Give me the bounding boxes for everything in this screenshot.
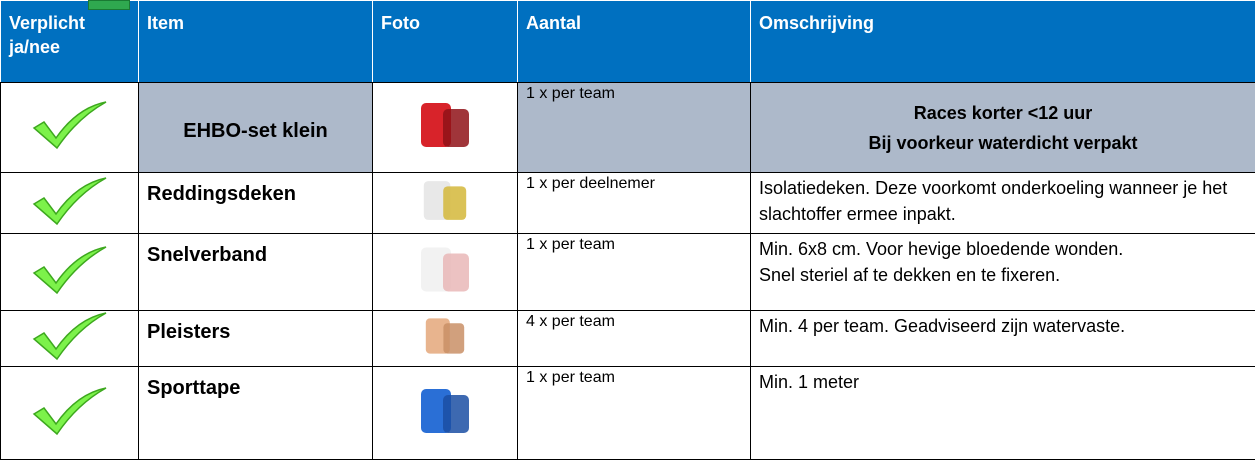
table-row: Snelverband 1 x per team Min. 6x8 cm. Voor… [1,234,1255,311]
checkmark-icon [30,348,110,365]
photo-icon [413,214,477,231]
amount-cell: 1 x per team [518,367,751,460]
header-cell: Aantal [518,1,751,83]
equipment-table: Verplicht ja/neeItemFotoAantalOmschrijvi… [0,0,1255,460]
description-cell: Min. 6x8 cm. Voor hevige bloedende wonde… [751,234,1255,311]
photo-icon [413,291,477,308]
page: Verplicht ja/neeItemFotoAantalOmschrijvi… [0,0,1255,459]
item-cell: Snelverband [139,234,373,311]
checkmark-icon [30,213,110,230]
amount-cell: 1 x per team [518,234,751,311]
photo-cell [373,83,518,173]
check-cell [1,311,139,367]
photo-icon [413,147,477,164]
checkmark-icon [30,137,110,154]
badge [88,0,130,10]
table-row: Sporttape 1 x per team Min. 1 meter [1,367,1255,460]
photo-icon [413,347,477,364]
photo-cell [373,234,518,311]
photo-cell [373,173,518,234]
check-cell [1,234,139,311]
description-line: Isolatiedeken. Deze voorkomt onderkoelin… [759,175,1247,227]
description-line: Min. 1 meter [759,369,1247,395]
amount-cell: 1 x per team [518,83,751,173]
description-line: Snel steriel af te dekken en te fixeren. [759,262,1247,288]
header-cell: Verplicht ja/nee [1,1,139,83]
item-cell: Pleisters [139,311,373,367]
check-cell [1,83,139,173]
header-cell: Foto [373,1,518,83]
checkmark-icon [30,423,110,440]
amount-cell: 4 x per team [518,311,751,367]
item-cell: Sporttape [139,367,373,460]
photo-cell [373,367,518,460]
description-line: Races korter <12 uur [759,98,1247,128]
description-cell: Min. 1 meter [751,367,1255,460]
check-cell [1,173,139,234]
item-cell: Reddingsdeken [139,173,373,234]
photo-icon [413,433,477,450]
photo-cell [373,311,518,367]
check-cell [1,367,139,460]
description-cell: Min. 4 per team. Geadviseerd zijn waterv… [751,311,1255,367]
description-cell: Isolatiedeken. Deze voorkomt onderkoelin… [751,173,1255,234]
checkmark-icon [30,282,110,299]
header-cell: Omschrijving [751,1,1255,83]
header-cell: Item [139,1,373,83]
table-row: Pleisters 4 x per team Min. 4 per team. Ge… [1,311,1255,367]
amount-cell: 1 x per deelnemer [518,173,751,234]
description-line: Bij voorkeur waterdicht verpakt [759,128,1247,158]
item-cell: EHBO-set klein [139,83,373,173]
description-line: Min. 4 per team. Geadviseerd zijn waterv… [759,313,1247,339]
description-line: Min. 6x8 cm. Voor hevige bloedende wonde… [759,236,1247,262]
